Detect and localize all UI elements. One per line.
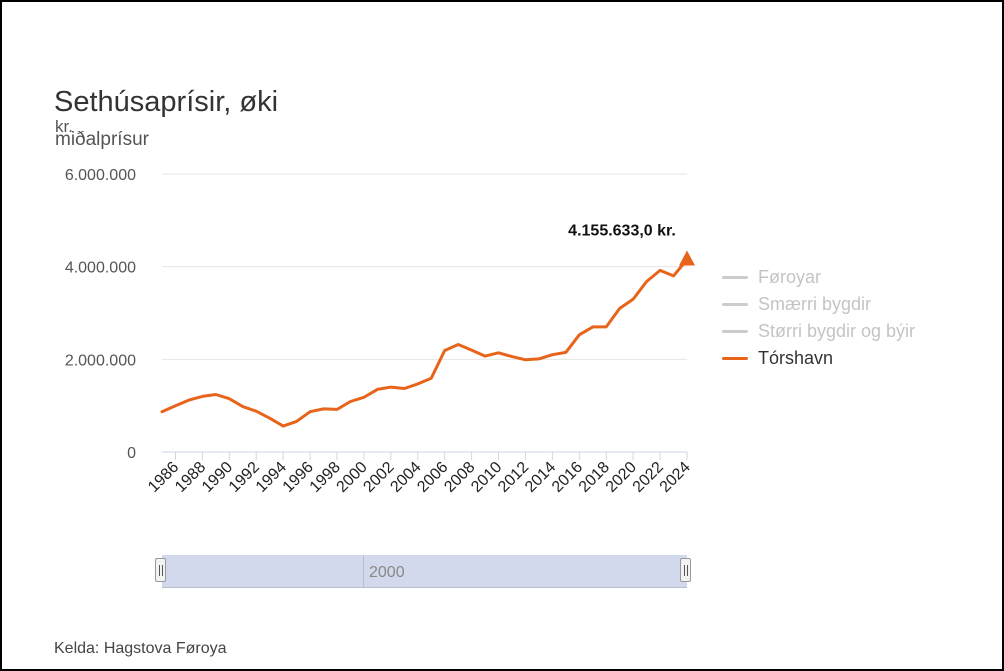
y-tick-label: 4.000.000 — [65, 260, 136, 277]
x-tick-label: 2024 — [657, 459, 694, 496]
legend-item-torshavn[interactable]: Tórshavn — [722, 345, 915, 372]
x-tick-label: 2020 — [603, 459, 640, 496]
last-point-marker — [679, 250, 695, 266]
navigator-handle-right[interactable] — [680, 558, 691, 582]
legend-label: Føroyar — [758, 267, 821, 287]
range-navigator[interactable]: 2000 — [155, 555, 691, 588]
source-credit: Kelda: Hagstova Føroya — [54, 640, 227, 657]
legend-label: Smærri bygdir — [758, 294, 872, 314]
x-tick-label: 1988 — [172, 459, 209, 496]
chart-legend: Føroyar Smærri bygdir Størri bygdir og b… — [722, 264, 915, 372]
x-tick-label: 2002 — [360, 459, 397, 496]
legend-swatch — [722, 357, 748, 360]
x-tick-label: 1986 — [145, 459, 182, 496]
navigator-handle-left[interactable] — [155, 558, 166, 582]
legend-swatch — [722, 276, 748, 279]
y-tick-label: 6.000.000 — [65, 167, 136, 184]
series-line-torshavn — [160, 258, 689, 428]
legend-item-smaerri-bygdir[interactable]: Smærri bygdir — [722, 291, 915, 318]
x-tick-label: 2018 — [576, 459, 613, 496]
chart-subtitle: miðalprísur — [55, 129, 149, 150]
legend-swatch — [722, 330, 748, 333]
chart-title: Sethúsaprísir, øki — [54, 86, 279, 118]
legend-item-foroyar[interactable]: Føroyar — [722, 264, 915, 291]
y-tick-label: 2.000.000 — [65, 352, 136, 369]
x-tick-label: 2014 — [522, 459, 559, 496]
navigator-label: 2000 — [369, 564, 405, 581]
x-tick-label: 1992 — [226, 459, 263, 496]
x-tick-label: 1996 — [280, 459, 317, 496]
data-label: 4.155.633,0 kr. — [568, 222, 676, 239]
y-axis-unit: kr. — [55, 117, 73, 136]
x-tick-label: 2016 — [549, 459, 586, 496]
x-tick-label: 2008 — [441, 459, 478, 496]
x-tick-label: 2006 — [414, 459, 451, 496]
x-tick-label: 1998 — [307, 459, 344, 496]
x-tick-label: 2010 — [468, 459, 505, 496]
legend-label: Tórshavn — [758, 348, 834, 368]
legend-swatch — [722, 303, 748, 306]
x-tick-label: 1994 — [253, 459, 290, 496]
y-tick-label: 0 — [127, 445, 136, 462]
x-tick-label: 2012 — [495, 459, 532, 496]
x-tick-label: 1990 — [199, 459, 236, 496]
navigator-divider — [363, 555, 364, 587]
x-tick-label: 2022 — [630, 459, 667, 496]
legend-label: Størri bygdir og býir — [758, 321, 916, 341]
x-tick-label: 2000 — [334, 459, 371, 496]
legend-item-storri-bygdir[interactable]: Størri bygdir og býir — [722, 318, 915, 345]
x-tick-label: 2004 — [387, 459, 424, 496]
